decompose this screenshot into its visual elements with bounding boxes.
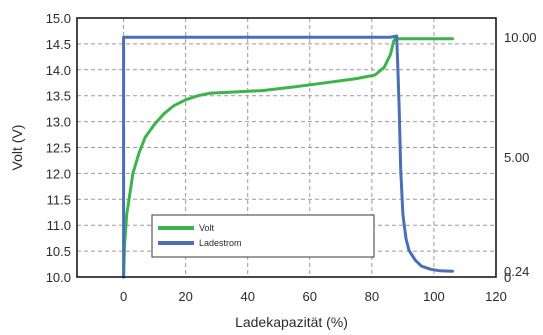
- y2-tick-label: 0.24: [504, 264, 529, 279]
- series-lines: [122, 34, 454, 279]
- legend-label-volt: Volt: [199, 223, 215, 233]
- x-tick-label: 60: [303, 289, 317, 304]
- y2-axis-ticks: 00.24 5.00 10.00: [504, 30, 537, 285]
- y-tick-label: 14.5: [46, 37, 71, 52]
- y-tick-label: 11.0: [47, 218, 71, 233]
- x-tick-label: 20: [178, 289, 192, 304]
- y-tick-label: 11.5: [47, 192, 71, 207]
- y-tick-label: 14.0: [46, 63, 71, 78]
- y-tick-label: 15.0: [46, 11, 71, 26]
- y-tick-label: 10.5: [46, 244, 71, 259]
- x-axis-ticks: 0 20 40 60 80 100 120: [120, 289, 507, 304]
- series-line-volt: [122, 37, 454, 279]
- x-tick-label: 100: [423, 289, 445, 304]
- y-tick-label: 12.5: [46, 141, 71, 156]
- legend-box: [151, 214, 375, 258]
- y2-tick-label: 0: [504, 270, 511, 285]
- x-tick-label: 40: [240, 289, 254, 304]
- y2-tick-label: 10.00: [504, 30, 537, 45]
- y-tick-label: 13.0: [46, 115, 71, 130]
- y-tick-label: 13.5: [46, 89, 71, 104]
- legend-label-ladestrom: Ladestrom: [199, 238, 242, 248]
- x-tick-label: 0: [120, 289, 127, 304]
- y-axis-label: Volt (V): [9, 125, 25, 171]
- x-tick-label: 80: [365, 289, 379, 304]
- series-line-ladestrom: [122, 34, 454, 279]
- y2-tick-label: 5.00: [504, 150, 529, 165]
- y-tick-label: 10.0: [46, 270, 71, 285]
- y-tick-label: 12.0: [46, 166, 71, 181]
- y-axis-ticks: 10.0 10.5 11.0 11.5 12.0 12.5 13.0 13.5 14.0 14.5…: [46, 11, 71, 285]
- x-tick-label: 120: [485, 289, 507, 304]
- x-axis-label: Ladekapazität (%): [235, 314, 348, 330]
- plot-frame: [76, 17, 497, 278]
- legend: Volt Ladestrom: [151, 214, 375, 258]
